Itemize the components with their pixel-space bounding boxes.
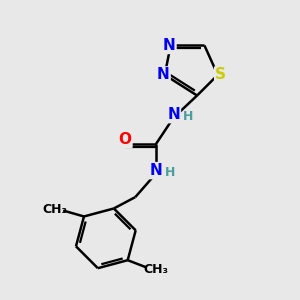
Text: N: N <box>157 68 169 82</box>
Text: N: N <box>167 107 180 122</box>
Text: CH₃: CH₃ <box>42 202 67 216</box>
Text: N: N <box>149 163 162 178</box>
Text: N: N <box>163 38 175 53</box>
Text: H: H <box>165 166 175 178</box>
Text: CH₃: CH₃ <box>144 262 169 275</box>
Text: O: O <box>118 132 131 147</box>
Text: S: S <box>215 68 226 82</box>
Text: H: H <box>182 110 193 123</box>
